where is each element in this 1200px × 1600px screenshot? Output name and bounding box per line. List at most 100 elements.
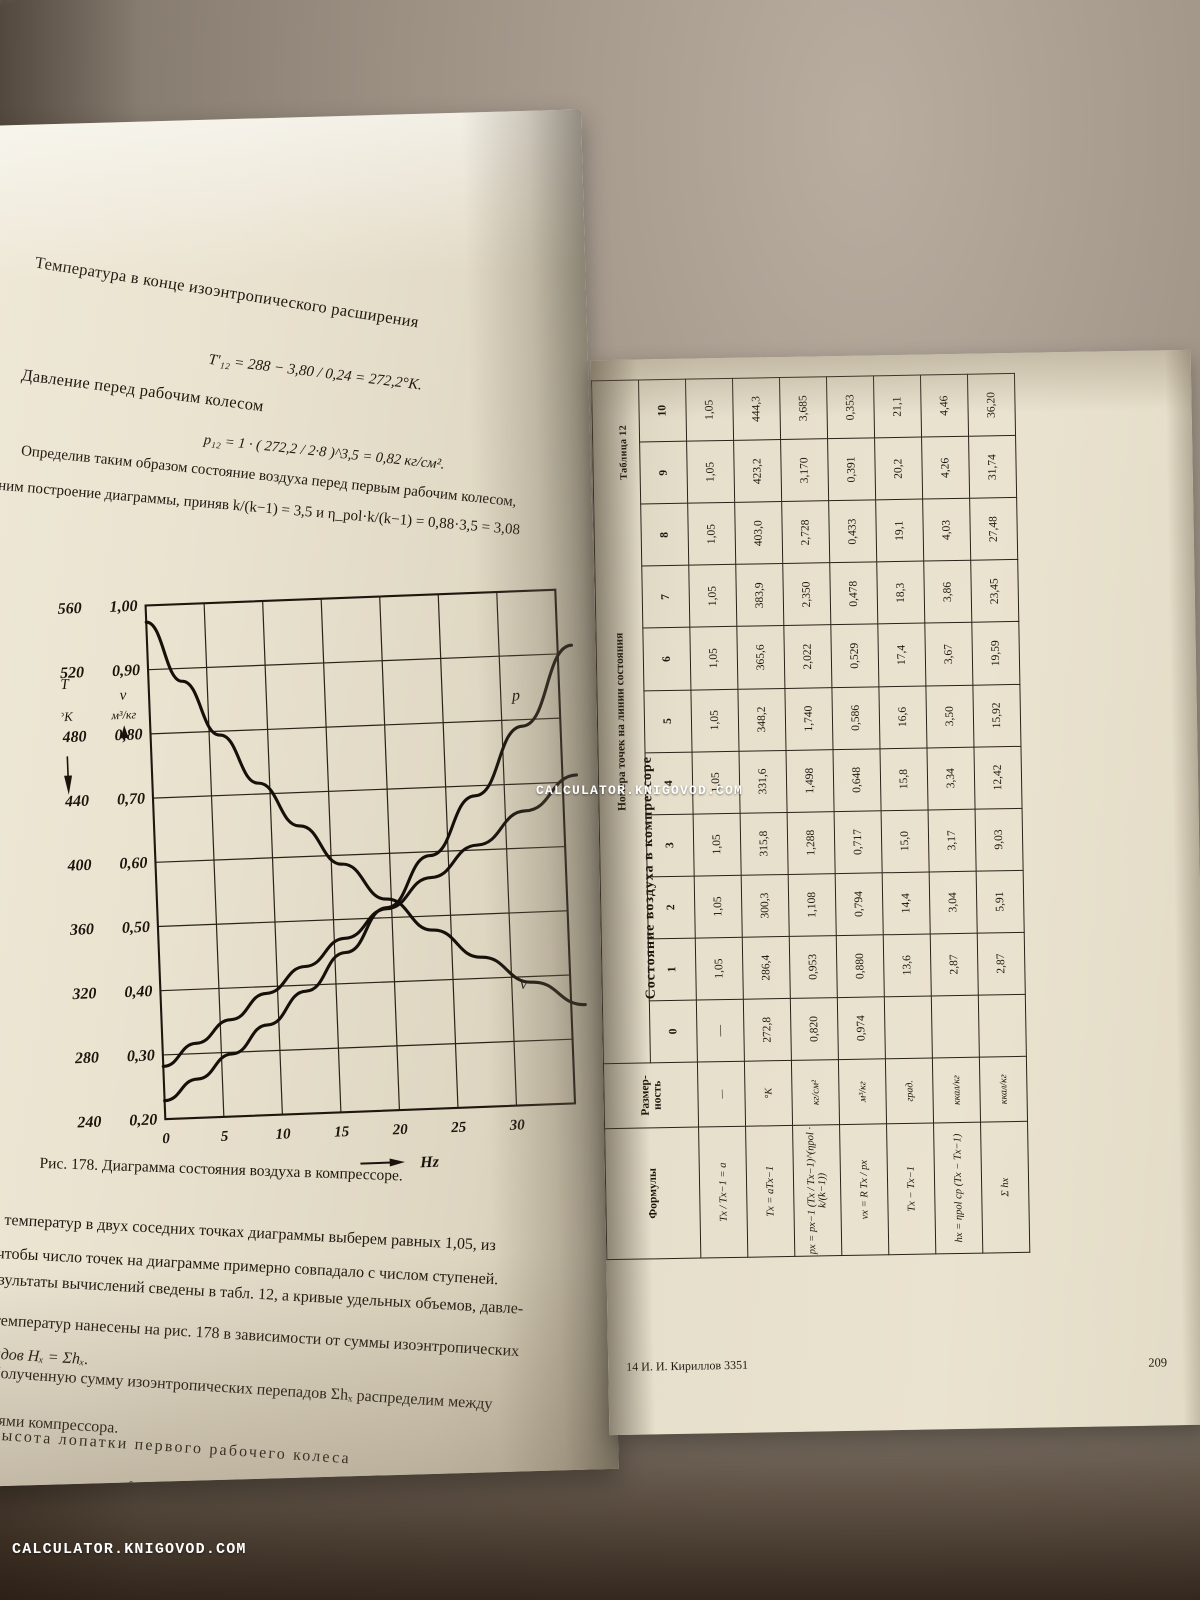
ytick-t-480: 480 bbox=[61, 728, 87, 746]
ytick-t-240: 240 bbox=[76, 1114, 102, 1132]
cell-value: 9,03 bbox=[975, 808, 1024, 871]
xtick-15: 15 bbox=[334, 1124, 350, 1141]
header-point-8: 8 bbox=[640, 503, 689, 567]
cell-value: 0,478 bbox=[829, 562, 878, 626]
cell-value bbox=[978, 994, 1027, 1058]
cell-value: 18,3 bbox=[876, 561, 925, 625]
cell-value bbox=[884, 995, 933, 1059]
cell-value: 0,391 bbox=[827, 438, 876, 501]
cell-value: 383,9 bbox=[735, 563, 784, 627]
cell-value: 4,26 bbox=[921, 436, 970, 500]
cell-dimension: ккал/кг bbox=[932, 1057, 981, 1123]
left-page-content: Температура в конце изоэнтропического ра… bbox=[0, 109, 619, 1487]
axis-unit-v: м³/кг bbox=[110, 707, 137, 722]
cell-value: 300,3 bbox=[741, 874, 790, 938]
cell-dimension: °К bbox=[744, 1060, 793, 1127]
ytick-v-0,50: 0,50 bbox=[122, 919, 151, 937]
cell-value: 3,170 bbox=[780, 438, 829, 502]
cell-value: 315,8 bbox=[740, 812, 789, 876]
state-table-body: Tx / Tx−1 = a — —1,05 1,05 1,05 1,05 1,05 1,05 1… bbox=[685, 373, 1030, 1259]
header-point-0: 0 bbox=[649, 999, 698, 1063]
cell-value: 15,92 bbox=[972, 683, 1021, 747]
cell-formula: px = px−1 (Tx / Tx−1)^(ηpol · k/(k−1)) bbox=[792, 1124, 842, 1257]
axis-arrow-v bbox=[120, 725, 129, 739]
right-page: Таблица 12 Состояние воздуха в компрессо… bbox=[590, 349, 1200, 1436]
ytick-t-320: 320 bbox=[71, 985, 97, 1003]
cell-value: 0,974 bbox=[837, 996, 886, 1060]
axis-label-T: T bbox=[60, 677, 71, 693]
cell-value: 1,05 bbox=[692, 750, 741, 814]
cell-value bbox=[931, 995, 980, 1058]
cell-dimension: кг/см² bbox=[791, 1059, 840, 1126]
cell-value: 2,350 bbox=[782, 563, 831, 626]
cell-value: 331,6 bbox=[739, 750, 788, 813]
cell-dimension: — bbox=[697, 1061, 746, 1128]
cell-value: 348,2 bbox=[737, 688, 786, 751]
cell-value: 19,59 bbox=[971, 621, 1020, 685]
cell-value: 31,74 bbox=[968, 435, 1017, 499]
cell-value: 14,4 bbox=[882, 871, 931, 935]
axis-unit-T: °K bbox=[59, 709, 75, 725]
cell-value: 1,498 bbox=[785, 749, 835, 813]
header-point-1: 1 bbox=[648, 937, 697, 1001]
ytick-t-400: 400 bbox=[66, 857, 92, 875]
xtick-5: 5 bbox=[221, 1129, 230, 1145]
state-table-block: Формулы Размер-ность Номера точек на лин… bbox=[591, 350, 1200, 1260]
cell-value: 3,50 bbox=[925, 684, 974, 748]
cell-value: 1,740 bbox=[784, 687, 833, 751]
cell-value: 13,6 bbox=[883, 933, 932, 997]
state-table: Формулы Размер-ность Номера точек на лин… bbox=[591, 373, 1030, 1260]
cell-value: 272,8 bbox=[743, 998, 792, 1062]
left-page: Температура в конце изоэнтропического ра… bbox=[0, 109, 619, 1487]
axis-label-Hz: Hz bbox=[419, 1154, 440, 1172]
cell-value: 0,794 bbox=[835, 872, 884, 936]
ytick-v-1,00: 1,00 bbox=[109, 598, 138, 616]
axis-arrow-T bbox=[64, 775, 73, 795]
cell-value: 2,022 bbox=[783, 625, 832, 689]
cell-value: 23,45 bbox=[970, 559, 1019, 623]
ytick-v-0,60: 0,60 bbox=[119, 855, 148, 873]
cell-value: 0,953 bbox=[789, 935, 838, 999]
header-point-2: 2 bbox=[647, 875, 696, 939]
cell-value: 1,05 bbox=[695, 937, 744, 1000]
cell-dimension: м³/кг bbox=[838, 1058, 887, 1125]
axis-arrow-x bbox=[389, 1158, 405, 1167]
cell-value: 16,6 bbox=[878, 685, 927, 749]
cell-value: 3,17 bbox=[928, 808, 977, 872]
cell-formula: vx = R Tx / px bbox=[839, 1123, 889, 1256]
cell-value: 3,34 bbox=[926, 746, 976, 810]
ytick-v-0,30: 0,30 bbox=[127, 1047, 156, 1065]
cell-value: 0,820 bbox=[790, 997, 839, 1061]
xtick-0: 0 bbox=[162, 1131, 171, 1147]
curve-label-p: p bbox=[511, 687, 521, 704]
cell-value: 3,67 bbox=[924, 622, 973, 686]
ytick-t-280: 280 bbox=[74, 1049, 100, 1067]
cell-value: 1,05 bbox=[689, 626, 738, 690]
chart-curves bbox=[144, 620, 587, 1103]
xtick-30: 30 bbox=[508, 1117, 525, 1134]
xtick-20: 20 bbox=[391, 1122, 408, 1139]
cell-value: 1,05 bbox=[687, 502, 736, 566]
ytick-t-440: 440 bbox=[64, 793, 90, 811]
xtick-25: 25 bbox=[450, 1120, 467, 1137]
heading-isentropic-temperature: Температура в конце изоэнтропического ра… bbox=[33, 252, 421, 332]
cell-formula: Tx − Tx−1 bbox=[886, 1122, 936, 1255]
ytick-v-0,90: 0,90 bbox=[112, 662, 141, 680]
header-point-4: 4 bbox=[645, 751, 694, 815]
cell-value: 15,8 bbox=[879, 747, 929, 811]
cell-value: 17,4 bbox=[877, 623, 926, 687]
cell-value: 2,728 bbox=[781, 500, 830, 564]
cell-value: 20,2 bbox=[874, 437, 923, 501]
cell-value: 15,0 bbox=[881, 809, 930, 873]
cell-value: 1,05 bbox=[690, 688, 740, 752]
cell-value: 423,2 bbox=[733, 439, 782, 503]
cell-value: 19,1 bbox=[875, 499, 924, 563]
formula-t12: T'₁₂ = 288 − 3,80 / 0,24 = 272,2°К. bbox=[207, 351, 423, 394]
chart-svg: 0,20 0,30 0,40 0,50 0,60 0,70 0,80 0,90 1,00 240 2… bbox=[57, 588, 587, 1172]
cell-formula: Tx = aTx−1 bbox=[745, 1125, 795, 1258]
cell-value: 365,6 bbox=[736, 625, 785, 689]
axis-label-v: v bbox=[119, 687, 127, 703]
ytick-t-560: 560 bbox=[57, 600, 82, 618]
cell-dimension: град. bbox=[885, 1057, 934, 1124]
